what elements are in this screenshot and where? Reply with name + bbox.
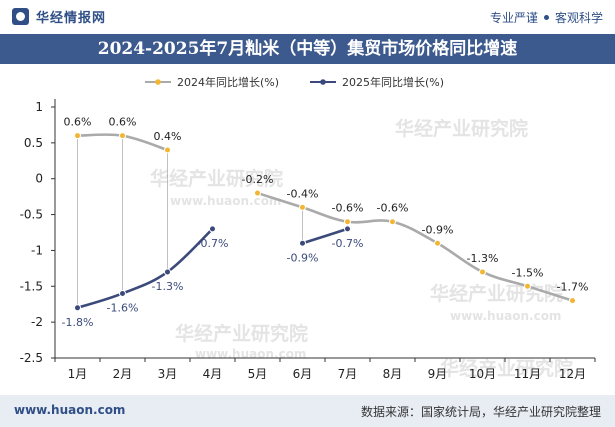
series-2024-data-label: -0.9% xyxy=(422,223,454,236)
legend-2024-marker xyxy=(155,79,161,85)
brand-name: 华经情报网 xyxy=(36,11,107,26)
series-2024-point xyxy=(119,132,126,140)
y-tick-label: -1 xyxy=(31,243,43,257)
legend-2024-label: 2024年同比增长(%) xyxy=(177,75,279,89)
series-2025-data-label: -0.7% xyxy=(197,237,229,250)
watermark-url: www.huaon.com xyxy=(170,194,281,208)
chart-area: 华经产业研究院 华经产业研究院 华经产业研究院 华经产业研究院 华经产业研究院 … xyxy=(20,75,596,381)
series-2024-data-label: -0.6% xyxy=(377,202,409,215)
slogan-left: 专业严谨 xyxy=(489,11,538,25)
brand-logo-icon xyxy=(12,8,29,25)
x-tick-label: 4月 xyxy=(203,367,223,381)
watermark-text: 华经产业研究院 xyxy=(150,167,283,190)
footer-source: 数据来源：国家统计局，华经产业研究院整理 xyxy=(360,405,601,419)
x-tick-label: 1月 xyxy=(68,367,88,381)
legend-2025-label: 2025年同比增长(%) xyxy=(342,75,444,89)
series-2025-data-label: -0.7% xyxy=(332,237,364,250)
series-2024-point xyxy=(569,297,576,305)
series-2024-data-label: 0.6% xyxy=(109,116,137,129)
series-2025-data-label: -1.6% xyxy=(107,301,139,314)
x-tick-label: 5月 xyxy=(248,367,268,381)
series-2024-data-label: -0.2% xyxy=(242,173,274,186)
slogan: 专业严谨 客观科学 xyxy=(490,9,603,26)
data-labels: 0.6% 0.6% 0.4% -0.2% -0.4% -0.6% -0.6% -0.9% -1.… xyxy=(62,116,589,329)
series-2024-point xyxy=(299,203,306,211)
series-2024-point xyxy=(389,218,396,226)
series-2024-data-label: -1.7% xyxy=(557,281,589,294)
chart-title: 2024-2025年7月籼米（中等）集贸市场价格同比增速 xyxy=(97,39,518,59)
x-tick-label: 7月 xyxy=(338,367,358,381)
y-tick-label: -1.5 xyxy=(20,279,43,293)
watermark-text: 华经产业研究院 xyxy=(395,117,528,140)
series-2024-point xyxy=(479,268,486,276)
watermark-url: www.huaon.com xyxy=(195,347,306,361)
series-2024-point xyxy=(344,218,351,226)
y-tick-label: -2 xyxy=(31,315,43,329)
series-lines xyxy=(74,132,576,312)
y-tick-label: -0.5 xyxy=(20,208,43,222)
series-2024-data-label: 0.6% xyxy=(64,116,92,129)
series-2024-point xyxy=(74,132,81,140)
y-tick-label: 0.5 xyxy=(24,136,43,150)
series-2025-point xyxy=(74,304,81,312)
series-2025-point xyxy=(209,225,216,233)
watermark-text: 华经产业研究院 xyxy=(430,282,563,305)
series-2024-point xyxy=(164,146,171,154)
series-2024-line xyxy=(256,191,574,302)
x-tick-label: 12月 xyxy=(559,367,586,381)
watermark-text: 华经产业研究院 xyxy=(440,357,573,380)
x-tick-label: 6月 xyxy=(293,367,313,381)
series-2025-point xyxy=(119,289,126,297)
series-2024-point xyxy=(434,239,441,247)
series-2025-point xyxy=(344,225,351,233)
series-2025-data-label: -1.3% xyxy=(152,280,184,293)
x-tick-label: 3月 xyxy=(158,367,178,381)
series-2024-data-label: -0.6% xyxy=(332,202,364,215)
series-2025-data-label: -0.9% xyxy=(287,251,319,264)
top-bar: 华经情报网 专业严谨 客观科学 xyxy=(0,0,615,34)
y-tick-label: 1 xyxy=(35,100,43,114)
series-2025-line xyxy=(76,227,214,310)
drop-lines xyxy=(77,135,348,308)
y-tick-label: 0 xyxy=(35,172,43,186)
x-tick-label: 9月 xyxy=(428,367,448,381)
series-2025-point xyxy=(299,239,306,247)
series-2024-data-label: -0.4% xyxy=(287,187,319,200)
series-2025-point xyxy=(164,268,171,276)
series-2024-data-label: -1.5% xyxy=(512,266,544,279)
legend-2025-marker xyxy=(320,79,326,85)
footer: www.huaon.com 数据来源：国家统计局，华经产业研究院整理 xyxy=(0,395,615,427)
x-tick-label: 8月 xyxy=(383,367,403,381)
x-tick-label: 10月 xyxy=(469,367,496,381)
series-2025-data-label: -1.8% xyxy=(62,316,94,329)
title-bar: 2024-2025年7月籼米（中等）集贸市场价格同比增速 xyxy=(0,34,615,64)
series-2024-data-label: 0.4% xyxy=(154,130,182,143)
dot-icon xyxy=(543,15,549,20)
x-tick-label: 11月 xyxy=(514,367,541,381)
footer-url: www.huaon.com xyxy=(14,403,126,417)
x-tick-label: 2月 xyxy=(113,367,133,381)
series-2024-point xyxy=(524,282,531,290)
series-2024-data-label: -1.3% xyxy=(467,252,499,265)
watermark-url: www.huaon.com xyxy=(450,309,561,323)
slogan-right: 客观科学 xyxy=(554,11,603,25)
series-2024-point xyxy=(254,189,261,197)
watermark-text: 华经产业研究院 xyxy=(175,322,308,345)
axes: 1 0.5 0 -0.5 -1 -1.5 -2 -2.5 1月 2月 3月 4月 5月 6月 7月 8月 9月 1… xyxy=(20,99,596,381)
y-tick-label: -2.5 xyxy=(20,351,43,365)
legend: 2024年同比增长(%) 2025年同比增长(%) xyxy=(145,75,444,89)
